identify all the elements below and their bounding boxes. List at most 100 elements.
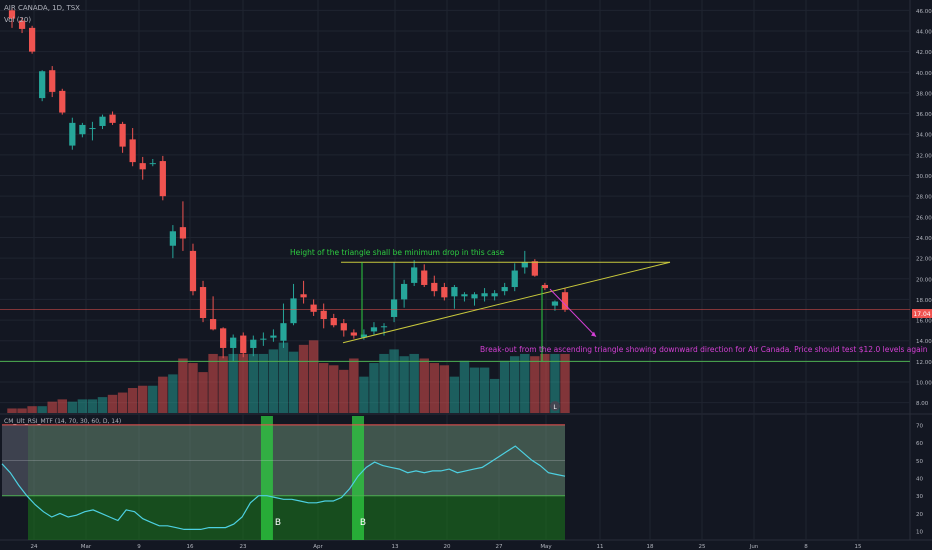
candle-body (139, 163, 146, 170)
candle-body (28, 27, 36, 52)
candle-body (390, 299, 398, 317)
candle-body (360, 334, 368, 338)
volume-bar (127, 388, 138, 413)
candle-body (461, 294, 468, 297)
candle-body (169, 231, 176, 246)
volume-bar (439, 365, 450, 413)
volume-bar (389, 349, 399, 413)
alert-icon[interactable] (550, 401, 560, 411)
time-tick-label: 23 (240, 544, 247, 550)
candle-body (290, 298, 297, 324)
last-price-text: 17.04 (913, 311, 930, 318)
candle-body (260, 338, 267, 340)
time-tick-label: 18 (647, 544, 654, 550)
volume-bar (228, 353, 238, 413)
candle-body (320, 310, 327, 320)
rsi-tick-label: 50 (916, 459, 923, 465)
volume-bar (47, 401, 57, 413)
price-tick-label: 46.00 (916, 9, 932, 15)
candle-body (411, 267, 418, 283)
time-tick-label: 16 (187, 544, 194, 550)
volume-bar (540, 353, 550, 413)
volume-bar (329, 365, 339, 413)
price-tick-label: 36.00 (916, 112, 932, 118)
last-price-badge (912, 309, 932, 318)
volume-bar (188, 363, 198, 413)
candle-body (189, 250, 197, 292)
rsi-tick-label: 20 (916, 512, 923, 518)
candle-body (159, 161, 166, 197)
rsi-line (1, 445, 566, 531)
candle-body (441, 287, 448, 298)
volume-bar (399, 356, 409, 413)
candle-body (199, 287, 207, 319)
price-tick-label: 40.00 (916, 71, 932, 77)
candle-body (551, 301, 559, 306)
symbol-title: AIR CANADA, 1D, TSX (4, 4, 80, 12)
volume-bar (409, 353, 419, 413)
time-tick-label: 20 (444, 544, 451, 550)
candle-body (370, 327, 378, 332)
volume-bar (510, 356, 520, 413)
price-tick-label: 32.00 (916, 153, 932, 159)
buy-signal-1: B (275, 518, 281, 528)
volume-bars (7, 340, 570, 413)
time-tick-label: Apr (313, 544, 323, 550)
candle-body (401, 283, 408, 300)
volume-bar (148, 385, 158, 413)
time-tick-label: 25 (699, 544, 706, 550)
volume-bar (168, 374, 178, 413)
candle-body (270, 335, 277, 338)
price-tick-label: 10.00 (916, 381, 932, 387)
volume-bar (369, 363, 379, 413)
volume-bar (379, 353, 389, 413)
price-tick-label: 22.00 (916, 257, 932, 263)
rsi-band-fills (2, 416, 565, 540)
time-tick-label: 27 (496, 544, 503, 550)
rsi-tick-label: 40 (916, 477, 923, 483)
volume-bar (469, 367, 480, 413)
volume-bar (178, 358, 188, 413)
volume-label: Vol (20) (4, 16, 31, 24)
volume-bar (489, 378, 500, 413)
rsi-tick-label: 10 (916, 530, 923, 536)
price-tick-label: 34.00 (916, 133, 932, 139)
volume-bar (198, 372, 208, 413)
volume-bar (27, 406, 37, 413)
volume-bar (117, 392, 128, 413)
price-tick-label: 28.00 (916, 195, 932, 201)
volume-bar (308, 340, 319, 413)
candle-body (149, 163, 156, 165)
price-tick-label: 20.00 (916, 277, 932, 283)
candle-body (380, 326, 388, 328)
time-tick-label: 13 (392, 544, 399, 550)
candle-body (39, 71, 46, 99)
triangle-support-line (342, 261, 671, 344)
volume-bar (459, 360, 470, 413)
volume-bar (268, 349, 279, 413)
volume-bar (67, 401, 78, 413)
buy-signal-column (260, 416, 273, 540)
volume-bar (339, 369, 349, 413)
candle-body (119, 123, 126, 147)
volume-bar (520, 353, 530, 413)
indicator-label: CM_Ult_RSI_MTF (14, 70, 30, 60, D, 14) (4, 418, 121, 425)
candle-body (99, 116, 106, 126)
volume-bar (208, 353, 218, 413)
axes: 46.00 44.00 42.00 40.00 38.00 36.00 34.00 32.00… (31, 9, 932, 550)
time-tick-label: 9 (137, 544, 141, 550)
volume-bar (248, 353, 259, 413)
candle-body (451, 287, 458, 297)
time-tick-label: 11 (597, 544, 604, 550)
candle-body (310, 304, 317, 312)
volume-bar (318, 363, 329, 413)
candle-body (330, 318, 337, 326)
candle-body (59, 90, 66, 113)
volume-bar (77, 399, 88, 413)
time-tick-label: 24 (31, 544, 38, 550)
volume-bar (429, 363, 440, 413)
candle-body (230, 337, 237, 348)
candle-body (89, 128, 96, 130)
